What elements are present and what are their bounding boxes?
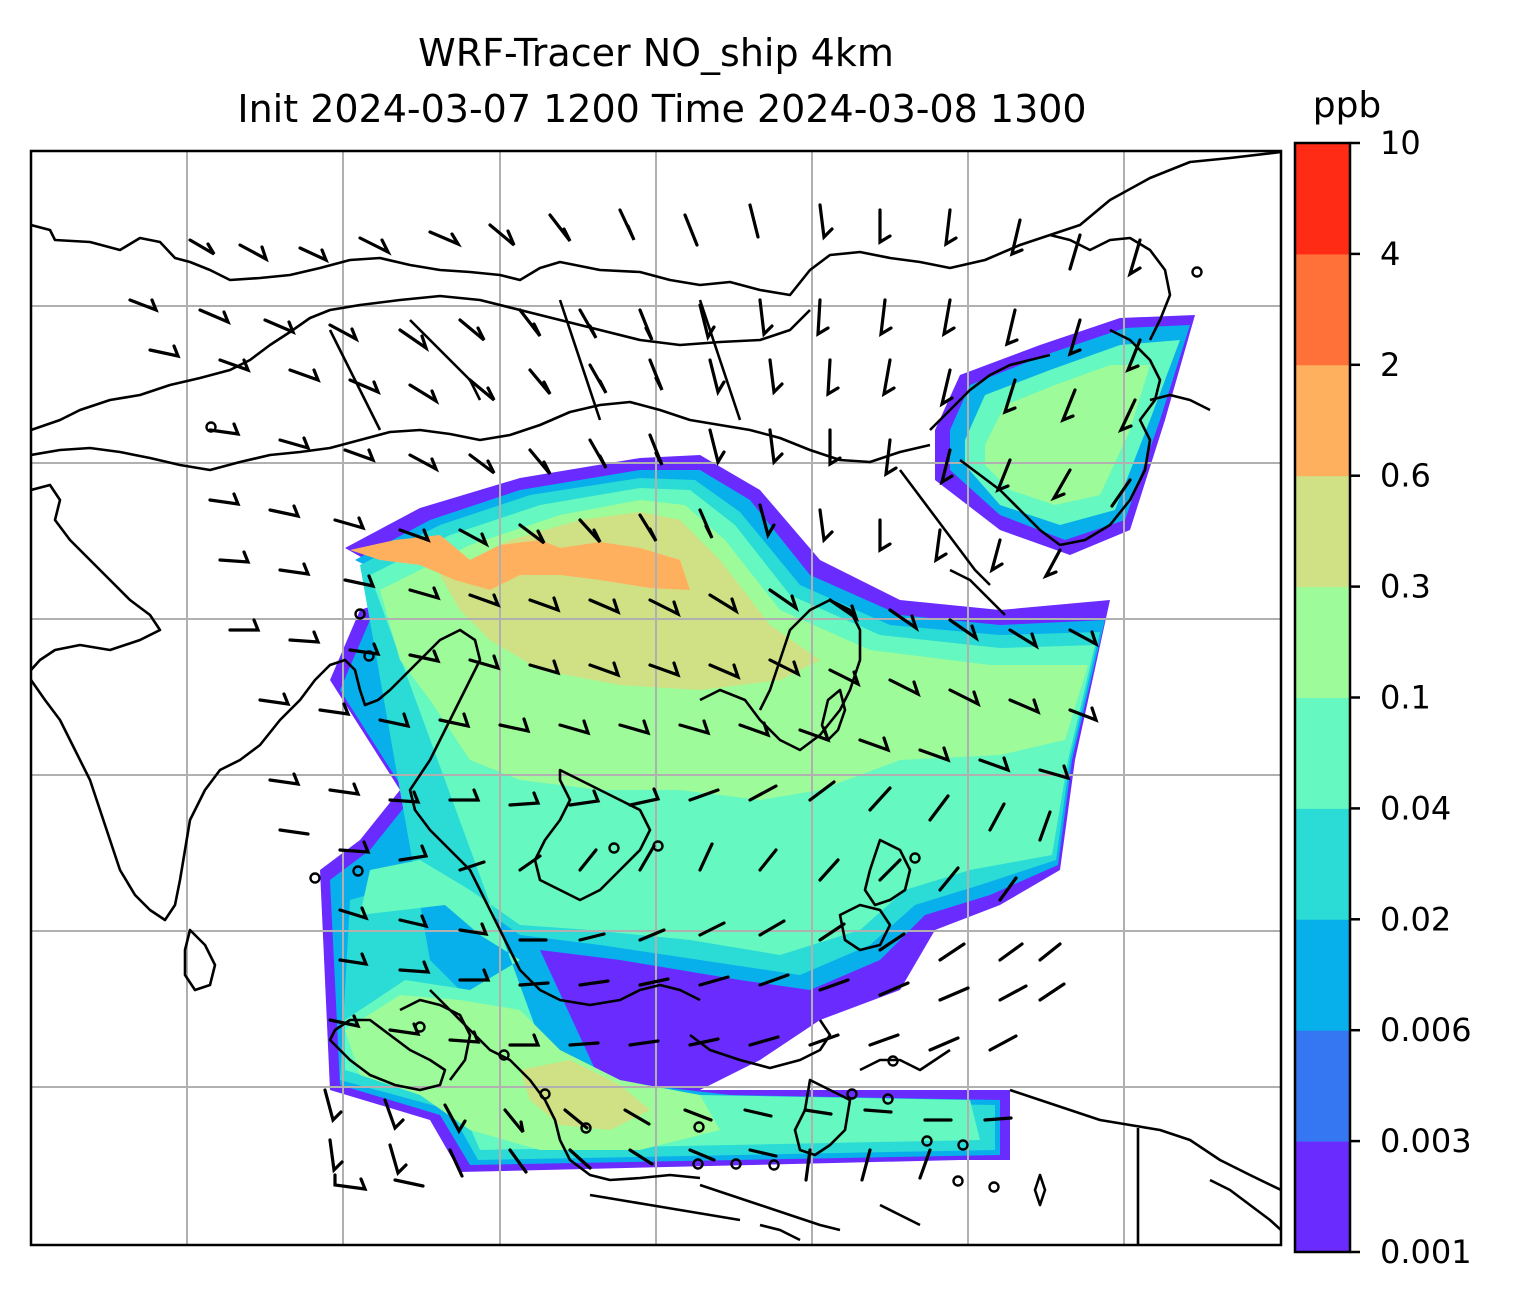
colorbar-segment [1295,586,1350,698]
concentration-field [320,315,1195,1172]
colorbar-tick-label: 0.02 [1380,900,1451,938]
colorbar-segment [1295,475,1350,588]
colorbar-tick-label: 0.3 [1380,568,1431,606]
colorbar-segment [1295,1141,1350,1253]
calm-markers [205,266,1203,1193]
colorbar-tick-label: 0.003 [1380,1122,1472,1160]
colorbar: ppb 0.001 0.003 0.006 0.02 0.04 0.1 0.3 0.6 2 4 10 [1293,85,1472,1271]
colorbar-segment [1295,808,1350,920]
field-layer-6 [350,535,690,590]
colorbar-segment [1295,364,1350,477]
colorbar-tick-label: 10 [1380,124,1421,162]
colorbar-tick-label: 0.6 [1380,457,1431,495]
colorbar-ticks: 0.001 0.003 0.006 0.02 0.04 0.1 0.3 0.6 2 4 10 [1350,124,1472,1271]
colorbar-segments [1295,143,1350,1253]
map-frame [29,149,1283,1247]
colorbar-tick-label: 2 [1380,346,1400,384]
colorbar-segment [1295,143,1350,255]
colorbar-tick-label: 0.001 [1380,1233,1472,1271]
title-line-2: Init 2024-03-07 1200 Time 2024-03-08 130… [237,87,1086,131]
map-panel [31,151,1281,1245]
field-layer-north-1 [985,365,1150,505]
colorbar-segment [1295,253,1350,366]
colorbar-segment [1295,697,1350,809]
colorbar-tick-label: 0.006 [1380,1011,1472,1049]
wind-barbs [128,203,1142,1191]
title-line-1: WRF-Tracer NO_ship 4km [418,31,894,75]
colorbar-tick-label: 4 [1380,235,1400,273]
colorbar-segment [1295,1030,1350,1142]
colorbar-tick-label: 0.04 [1380,789,1451,827]
colorbar-tick-label: 0.1 [1380,679,1431,717]
colorbar-segment [1295,919,1350,1031]
colorbar-unit-label: ppb [1313,85,1382,126]
